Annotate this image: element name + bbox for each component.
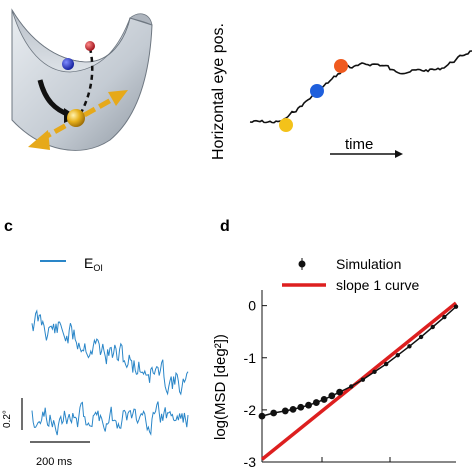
simulation-point	[258, 412, 266, 420]
legend-subscript: OI	[93, 263, 103, 273]
legend-base: E	[84, 255, 94, 271]
eye-position-trace	[249, 50, 473, 124]
simulation-point	[297, 403, 305, 411]
panel-c-legend-line	[40, 260, 66, 262]
legend-slope-label: slope 1 curve	[336, 277, 420, 293]
simulation-point	[407, 344, 412, 349]
gold-ball-icon	[67, 109, 85, 127]
y-tick-label: 0	[248, 298, 256, 314]
simulation-point	[395, 352, 400, 358]
simulation-point	[418, 334, 424, 340]
y-tick-label: -2	[244, 402, 257, 418]
gold-arrowhead-right-icon	[108, 90, 128, 106]
simulation-point	[270, 409, 278, 417]
y-tick-label: -1	[244, 350, 257, 366]
eye-dot-orange	[334, 59, 348, 73]
panel-c-label: c	[4, 218, 13, 235]
simulation-point	[312, 399, 320, 406]
eye-dot-blue	[310, 84, 324, 98]
red-ball-icon	[85, 41, 95, 51]
y-tick-label: -3	[244, 454, 257, 470]
bowl-shell	[11, 8, 153, 151]
simulation-point	[430, 324, 435, 330]
panel-d-label: d	[220, 218, 230, 235]
simulation-point	[349, 384, 354, 389]
simulation-point	[289, 405, 297, 413]
simulation-point	[453, 304, 459, 309]
simulation-point	[372, 369, 377, 375]
scale-x-label: 200 ms	[36, 456, 73, 468]
gold-arrowhead-left-icon	[28, 130, 50, 150]
eoi-trace-bottom	[31, 401, 189, 436]
simulation-point	[336, 388, 343, 396]
eoi-trace-top	[31, 309, 189, 396]
time-arrowhead-icon	[395, 150, 403, 158]
simulation-point	[442, 314, 447, 320]
simulation-point	[383, 361, 389, 367]
simulation-point	[281, 407, 289, 415]
panel-b-chart	[249, 50, 473, 158]
y-ticks: 0 -1 -2 -3	[244, 298, 267, 470]
panel-c-legend: EOI	[84, 255, 103, 273]
panel-a-schematic	[11, 8, 153, 151]
panel-c-traces	[21, 309, 189, 443]
eye-dot-yellow	[279, 118, 293, 132]
legend-simulation-label: Simulation	[336, 256, 402, 272]
simulation-point	[328, 392, 336, 400]
panel-b-xlabel: time	[345, 136, 374, 153]
simulation-line	[261, 306, 457, 417]
simulation-point	[305, 401, 312, 409]
simulation-points	[258, 304, 459, 420]
simulation-point	[360, 377, 366, 382]
blue-ball-icon	[62, 58, 74, 70]
simulation-point	[320, 396, 328, 403]
